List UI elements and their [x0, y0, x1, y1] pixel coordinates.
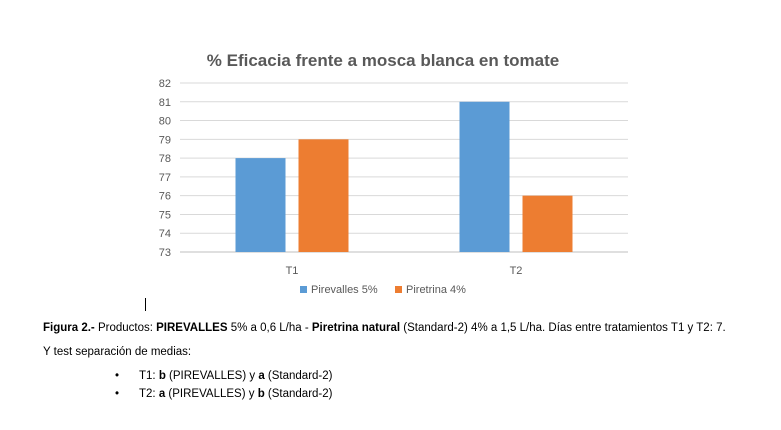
- x-axis-ticks: T1 T2: [286, 265, 523, 277]
- y-tick-label: 77: [159, 172, 171, 184]
- list-item: • T1: b (PIREVALLES) y a (Standard-2): [43, 367, 743, 385]
- text-cursor: [145, 298, 146, 311]
- figure-caption: Figura 2.- Productos: PIREVALLES 5% a 0,…: [43, 320, 743, 337]
- x-tick-label: T1: [286, 265, 299, 277]
- caption-product-1: PIREVALLES: [156, 322, 228, 334]
- bar-t2-series-1: [459, 101, 510, 253]
- y-tick-label: 79: [159, 134, 171, 146]
- bar-t1-series-1: [235, 158, 286, 252]
- y-tick-label: 74: [159, 228, 171, 240]
- bar-t1-series-2: [298, 139, 349, 252]
- legend-label: Pirevalles 5%: [311, 284, 378, 296]
- y-tick-label: 80: [159, 116, 171, 128]
- x-tick-label: T2: [510, 265, 523, 277]
- legend-swatch: [300, 286, 307, 293]
- bullet-icon: •: [115, 388, 120, 400]
- caption-text-1: Productos:: [94, 322, 157, 334]
- y-axis-ticks: 73 74 75 76 77 78 79 80 81 82: [159, 78, 171, 259]
- y-tick-label: 76: [159, 191, 171, 203]
- chart-title: % Eficacia frente a mosca blanca en toma…: [207, 51, 559, 70]
- bars: [235, 101, 573, 253]
- caption-label: Figura 2.-: [43, 322, 95, 334]
- y-tick-label: 75: [159, 209, 171, 221]
- bullet-icon: •: [115, 370, 120, 382]
- test-list: • T1: b (PIREVALLES) y a (Standard-2) • T2…: [43, 367, 743, 403]
- bar-t2-series-2: [522, 195, 573, 252]
- document-body: Figura 2.- Productos: PIREVALLES 5% a 0,…: [43, 320, 743, 403]
- caption-text-2: 5% a 0,6 L/ha -: [227, 322, 312, 334]
- y-tick-label: 73: [159, 247, 171, 259]
- chart: % Eficacia frente a mosca blanca en toma…: [159, 51, 628, 296]
- caption-text-3: (Standard-2) 4% a 1,5 L/ha. Días entre t…: [400, 322, 726, 334]
- caption-product-2: Piretrina natural: [311, 322, 401, 334]
- y-tick-label: 81: [159, 97, 171, 109]
- legend-swatch: [395, 286, 402, 293]
- y-tick-label: 78: [159, 153, 171, 165]
- list-item: • T2: a (PIREVALLES) y b (Standard-2): [43, 385, 743, 403]
- legend: Pirevalles 5% Piretrina 4%: [300, 284, 466, 296]
- legend-label: Piretrina 4%: [406, 284, 466, 296]
- intro-paragraph: Y test separación de medias:: [43, 346, 192, 358]
- y-tick-label: 82: [159, 78, 171, 90]
